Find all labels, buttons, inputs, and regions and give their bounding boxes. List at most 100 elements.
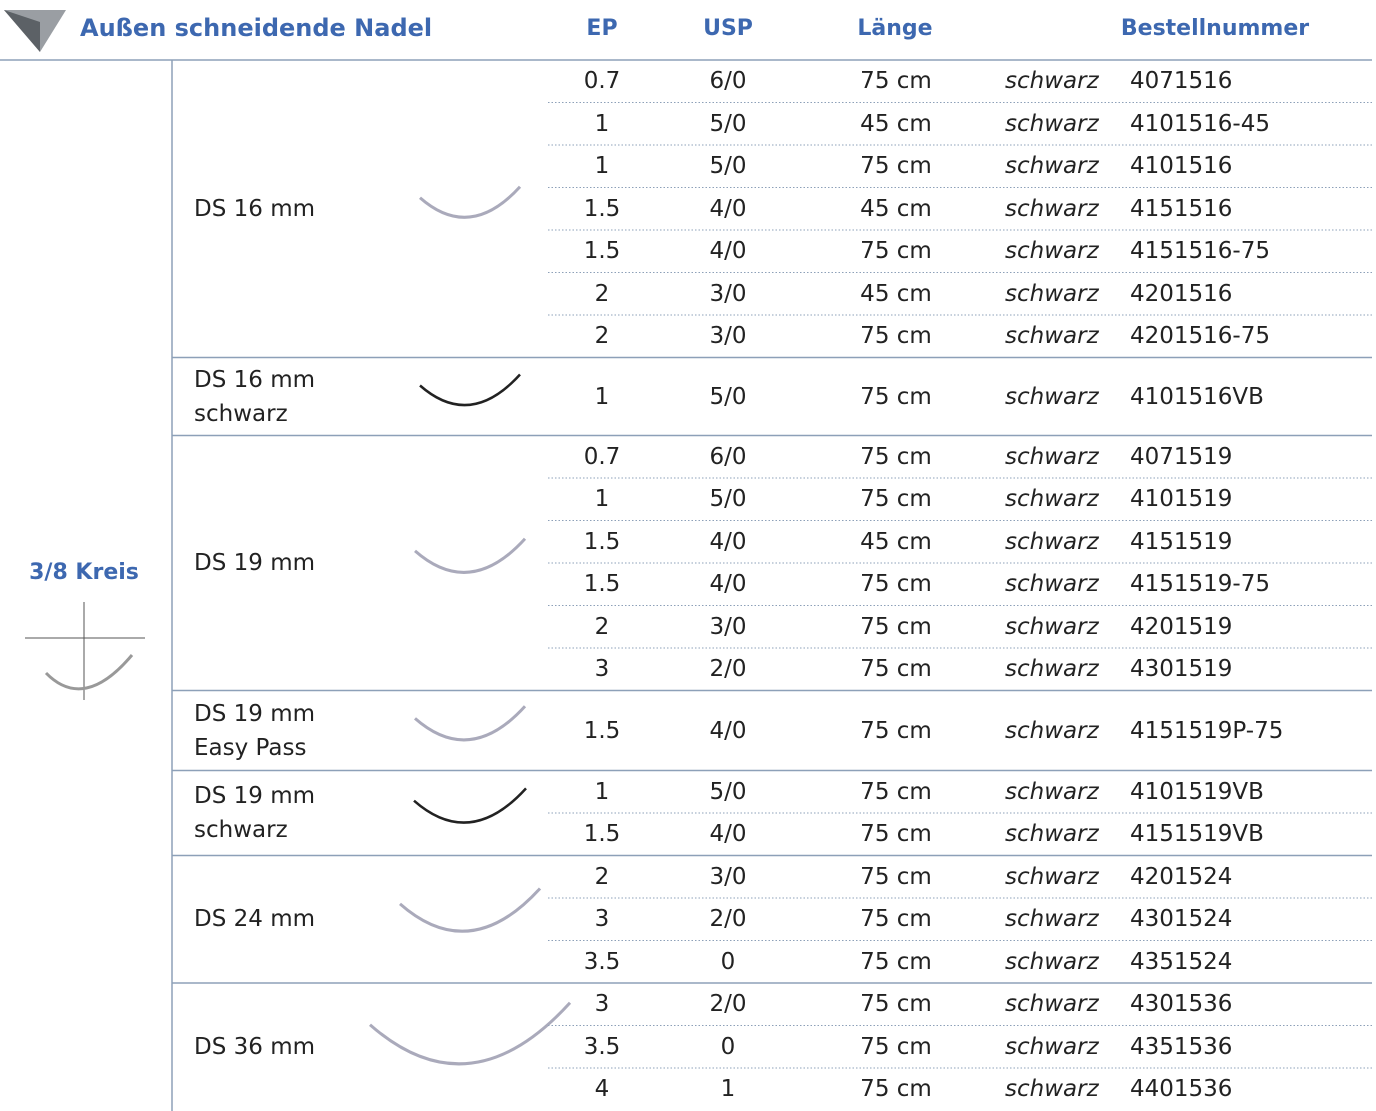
ep: 4 <box>595 1076 610 1102</box>
length: 75 cm <box>860 656 932 682</box>
group-name: Easy Pass <box>194 735 306 761</box>
order-number: 4151516-75 <box>1130 238 1270 264</box>
ep: 0.7 <box>584 444 621 470</box>
ep: 3 <box>595 906 610 932</box>
group-name: DS 16 mm <box>194 196 315 222</box>
color: schwarz <box>1005 384 1099 410</box>
usp: 4/0 <box>709 821 746 847</box>
ep: 0.7 <box>584 68 621 94</box>
col-header: USP <box>703 16 753 41</box>
group-name: schwarz <box>194 817 288 843</box>
length: 45 cm <box>860 281 932 307</box>
order-number: 4201519 <box>1130 614 1232 640</box>
color: schwarz <box>1005 991 1099 1017</box>
color: schwarz <box>1005 864 1099 890</box>
length: 75 cm <box>860 1034 932 1060</box>
order-number: 4101519 <box>1130 486 1232 512</box>
color: schwarz <box>1005 906 1099 932</box>
usp: 5/0 <box>709 153 746 179</box>
length: 75 cm <box>860 1076 932 1102</box>
color: schwarz <box>1005 718 1099 744</box>
length: 75 cm <box>860 238 932 264</box>
needle <box>420 375 520 406</box>
ep: 1 <box>595 384 610 410</box>
order-number: 4351536 <box>1130 1034 1232 1060</box>
ep: 1.5 <box>584 238 621 264</box>
ep: 1.5 <box>584 718 621 744</box>
ep: 1.5 <box>584 529 621 555</box>
ep: 1.5 <box>584 821 621 847</box>
color: schwarz <box>1005 68 1099 94</box>
ep: 3.5 <box>584 949 621 975</box>
usp: 4/0 <box>709 529 746 555</box>
group-name: DS 19 mm <box>194 701 315 727</box>
color: schwarz <box>1005 1034 1099 1060</box>
color: schwarz <box>1005 949 1099 975</box>
usp: 3/0 <box>709 281 746 307</box>
ep: 2 <box>595 614 610 640</box>
usp: 3/0 <box>709 864 746 890</box>
group-name: DS 19 mm <box>194 550 315 576</box>
order-number: 4151519 <box>1130 529 1232 555</box>
circle-icon <box>25 602 145 700</box>
length: 75 cm <box>860 949 932 975</box>
order-number: 4201516 <box>1130 281 1232 307</box>
usp: 3/0 <box>709 323 746 349</box>
color: schwarz <box>1005 821 1099 847</box>
usp: 2/0 <box>709 906 746 932</box>
order-number: 4151519P-75 <box>1130 718 1283 744</box>
usp: 3/0 <box>709 614 746 640</box>
needle <box>370 1003 570 1064</box>
ep: 1.5 <box>584 571 621 597</box>
usp: 4/0 <box>709 571 746 597</box>
usp: 0 <box>721 949 736 975</box>
length: 75 cm <box>860 779 932 805</box>
order-number: 4401536 <box>1130 1076 1232 1102</box>
length: 75 cm <box>860 444 932 470</box>
color: schwarz <box>1005 614 1099 640</box>
color: schwarz <box>1005 779 1099 805</box>
ep: 1 <box>595 779 610 805</box>
order-number: 4201516-75 <box>1130 323 1270 349</box>
col-header: Bestellnummer <box>1121 16 1309 41</box>
usp: 5/0 <box>709 111 746 137</box>
col-header: Länge <box>857 16 932 41</box>
needle <box>415 539 525 573</box>
ep: 3.5 <box>584 1034 621 1060</box>
color: schwarz <box>1005 196 1099 222</box>
color: schwarz <box>1005 486 1099 512</box>
order-number: 4151519-75 <box>1130 571 1270 597</box>
usp: 4/0 <box>709 238 746 264</box>
order-number: 4101516-45 <box>1130 111 1270 137</box>
order-number: 4201524 <box>1130 864 1232 890</box>
group-name: DS 19 mm <box>194 783 315 809</box>
order-number: 4071519 <box>1130 444 1232 470</box>
ep: 1.5 <box>584 196 621 222</box>
order-number: 4301519 <box>1130 656 1232 682</box>
group-name: DS 36 mm <box>194 1034 315 1060</box>
col-header: EP <box>586 16 617 41</box>
usp: 5/0 <box>709 384 746 410</box>
usp: 5/0 <box>709 486 746 512</box>
ep: 3 <box>595 656 610 682</box>
side-label: 3/8 Kreis <box>29 560 139 585</box>
usp: 5/0 <box>709 779 746 805</box>
length: 75 cm <box>860 571 932 597</box>
length: 75 cm <box>860 68 932 94</box>
ep: 1 <box>595 153 610 179</box>
usp: 2/0 <box>709 991 746 1017</box>
usp: 0 <box>721 1034 736 1060</box>
color: schwarz <box>1005 529 1099 555</box>
order-number: 4151519VB <box>1130 821 1264 847</box>
color: schwarz <box>1005 281 1099 307</box>
needle <box>400 888 540 931</box>
ep: 2 <box>595 864 610 890</box>
color: schwarz <box>1005 656 1099 682</box>
ep: 2 <box>595 323 610 349</box>
order-number: 4301524 <box>1130 906 1232 932</box>
ep: 1 <box>595 111 610 137</box>
needle <box>420 187 520 218</box>
order-number: 4151516 <box>1130 196 1232 222</box>
usp: 4/0 <box>709 196 746 222</box>
usp: 6/0 <box>709 444 746 470</box>
